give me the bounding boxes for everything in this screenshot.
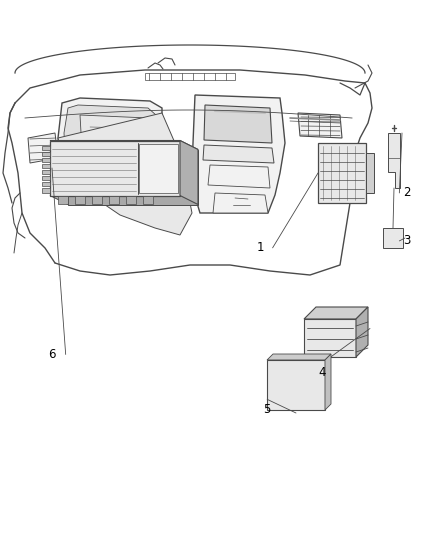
Text: 5: 5 [264,403,271,416]
Polygon shape [75,196,85,204]
Polygon shape [325,354,331,410]
Polygon shape [42,182,50,187]
Polygon shape [388,133,400,188]
Text: 2: 2 [403,187,411,199]
Polygon shape [213,193,268,213]
Polygon shape [304,307,368,319]
Polygon shape [58,98,162,173]
Polygon shape [143,196,153,204]
Polygon shape [267,354,331,360]
Text: 3: 3 [404,235,411,247]
Polygon shape [92,196,102,204]
Polygon shape [50,196,198,205]
Polygon shape [139,143,178,192]
Polygon shape [64,105,156,166]
Polygon shape [28,133,58,163]
Polygon shape [42,176,50,180]
Polygon shape [42,158,50,162]
Polygon shape [208,165,270,188]
Polygon shape [50,141,180,196]
Polygon shape [58,113,192,235]
Polygon shape [298,113,342,138]
Polygon shape [304,319,356,357]
Polygon shape [42,188,50,192]
Polygon shape [42,146,50,150]
Polygon shape [204,105,272,143]
Polygon shape [50,141,198,149]
Polygon shape [318,143,366,203]
Polygon shape [80,115,150,151]
Polygon shape [126,196,136,204]
Polygon shape [366,153,374,193]
Polygon shape [383,228,403,248]
Polygon shape [42,164,50,168]
Text: 4: 4 [318,366,326,378]
Polygon shape [58,196,68,204]
Polygon shape [109,196,119,204]
Text: 1: 1 [257,241,265,254]
Polygon shape [42,170,50,174]
Polygon shape [203,145,274,163]
Polygon shape [267,360,325,410]
Polygon shape [42,151,50,156]
Polygon shape [192,95,285,213]
Polygon shape [180,141,198,205]
Polygon shape [68,149,198,205]
Text: 6: 6 [48,348,56,361]
Polygon shape [356,307,368,357]
